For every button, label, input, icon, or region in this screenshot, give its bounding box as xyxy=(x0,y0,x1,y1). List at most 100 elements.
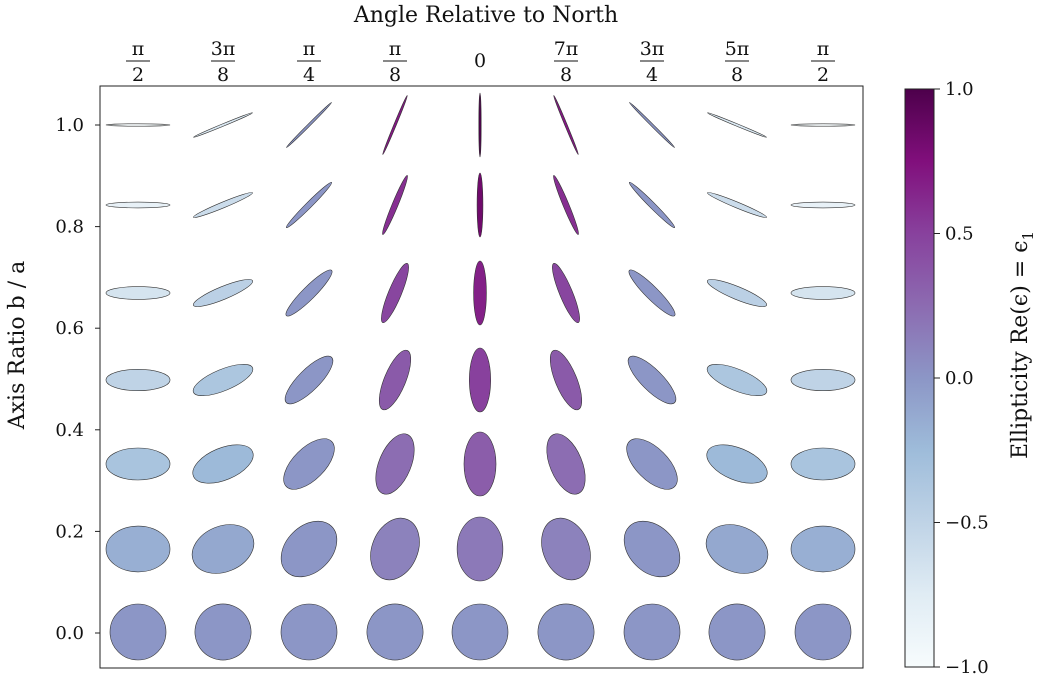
ellipse-mark xyxy=(790,286,856,300)
x-tick-denominator: 4 xyxy=(303,64,315,86)
ellipse-marks xyxy=(105,92,856,661)
ellipse-mark xyxy=(707,112,767,138)
x-tick-denominator: 8 xyxy=(731,64,743,86)
ellipse-mark xyxy=(790,447,856,481)
ellipse-mark xyxy=(705,524,769,574)
colorbar-label-subscript: 1 xyxy=(1019,231,1037,241)
ellipse-mark xyxy=(623,603,681,661)
x-tick-denominator: 8 xyxy=(217,64,229,86)
colorbar-ticks: −1.0 −0.5 0.0 0.5 1.0 xyxy=(934,79,989,678)
ellipse-mark xyxy=(706,444,768,484)
x-tick-numerator: 5π xyxy=(725,38,750,60)
ellipse-mark xyxy=(790,525,856,573)
ellipse-mark xyxy=(381,263,409,323)
ellipse-mark xyxy=(469,347,491,413)
x-tick-denominator: 2 xyxy=(817,64,829,86)
ellipse-mark xyxy=(193,112,253,138)
ellipse-mark xyxy=(537,603,595,661)
x-tick-label: 0 xyxy=(474,50,486,72)
x-tick-label: π4 xyxy=(297,38,321,86)
ellipse-mark xyxy=(193,279,253,307)
ellipse-mark xyxy=(370,517,420,581)
ellipse-mark xyxy=(706,363,768,397)
x-tick-denominator: 4 xyxy=(646,64,658,86)
colorbar-tick-label: 0.0 xyxy=(945,368,974,389)
y-axis-label: Axis Ratio b / a xyxy=(5,261,30,431)
y-axis-ticks: 0.0 0.2 0.4 0.6 0.8 1.0 xyxy=(55,115,100,644)
ellipse-mark xyxy=(285,181,333,229)
ellipse-mark xyxy=(286,102,332,148)
ellipse-mark xyxy=(629,102,675,148)
ellipse-mark xyxy=(546,433,586,495)
y-tick-label: 0.4 xyxy=(55,420,84,441)
ellipse-mark xyxy=(790,369,856,391)
ellipse-mark xyxy=(476,172,484,238)
ellipse-mark xyxy=(191,524,255,574)
ellipse-mark xyxy=(456,516,504,582)
ellipse-mark xyxy=(192,363,254,397)
ellipse-mark xyxy=(708,603,766,661)
ellipse-mark xyxy=(280,603,338,661)
ellipse-mark xyxy=(105,525,171,573)
x-tick-denominator: 2 xyxy=(132,64,144,86)
ellipse-mark xyxy=(280,520,338,578)
ellipse-mark xyxy=(623,520,681,578)
colorbar-tick-label: −0.5 xyxy=(945,513,989,534)
x-tick-numerator: π xyxy=(389,38,402,60)
ellipse-mark xyxy=(105,286,171,300)
ellipse-mark xyxy=(382,175,408,235)
ellipse-mark xyxy=(105,447,171,481)
ellipse-mark xyxy=(707,279,767,307)
ellipse-mark xyxy=(463,431,497,497)
x-tick-numerator: π xyxy=(303,38,316,60)
ellipse-mark xyxy=(194,603,252,661)
ellipse-mark xyxy=(552,263,580,323)
ellipse-mark xyxy=(283,438,335,490)
x-tick-denominator: 8 xyxy=(560,64,572,86)
ellipse-mark xyxy=(627,355,677,405)
x-tick-label: π8 xyxy=(383,38,407,86)
ellipse-mark xyxy=(375,433,415,495)
colorbar-label-main: Ellipticity Re(ϵ) = ϵ xyxy=(1008,240,1033,459)
ellipse-mark xyxy=(553,95,579,155)
ellipse-mark xyxy=(366,603,424,661)
y-tick-label: 0.2 xyxy=(55,521,84,542)
colorbar-label: Ellipticity Re(ϵ) = ϵ1 xyxy=(1008,231,1037,459)
x-tick-label: 7π8 xyxy=(554,38,579,86)
x-tick-label: 3π4 xyxy=(640,38,665,86)
x-tick-numerator: π xyxy=(132,38,145,60)
x-tick-label: 3π8 xyxy=(211,38,236,86)
ellipse-mark xyxy=(626,438,678,490)
ellipse-mark xyxy=(285,269,333,317)
colorbar-tick-label: 1.0 xyxy=(945,79,974,100)
y-tick-label: 0.0 xyxy=(55,623,84,644)
ellipse-mark xyxy=(794,603,852,661)
x-tick-numerator: 3π xyxy=(211,38,236,60)
y-tick-label: 1.0 xyxy=(55,115,84,136)
ellipse-mark xyxy=(105,369,171,391)
chart-title: Angle Relative to North xyxy=(353,3,618,28)
x-tick-numerator: 0 xyxy=(474,50,486,72)
ellipse-mark xyxy=(790,123,856,127)
colorbar-tick-label: 0.5 xyxy=(945,224,974,245)
ellipse-mark xyxy=(451,603,509,661)
plot-frame xyxy=(99,85,864,669)
ellipse-mark xyxy=(378,349,412,411)
x-tick-label: π2 xyxy=(811,38,835,86)
ellipse-mark xyxy=(553,175,579,235)
ellipse-mark xyxy=(790,201,856,209)
ellipse-mark xyxy=(192,444,254,484)
y-tick-label: 0.8 xyxy=(55,217,84,238)
colorbar xyxy=(904,88,935,668)
x-tick-label: 5π8 xyxy=(725,38,750,86)
ellipse-mark xyxy=(473,260,487,326)
x-tick-numerator: 3π xyxy=(640,38,665,60)
x-tick-numerator: 7π xyxy=(554,38,579,60)
ellipse-mark xyxy=(284,355,334,405)
ellipse-mark xyxy=(478,92,482,158)
ellipse-mark xyxy=(193,192,253,218)
ellipse-mark xyxy=(105,201,171,209)
y-tick-label: 0.6 xyxy=(55,318,84,339)
